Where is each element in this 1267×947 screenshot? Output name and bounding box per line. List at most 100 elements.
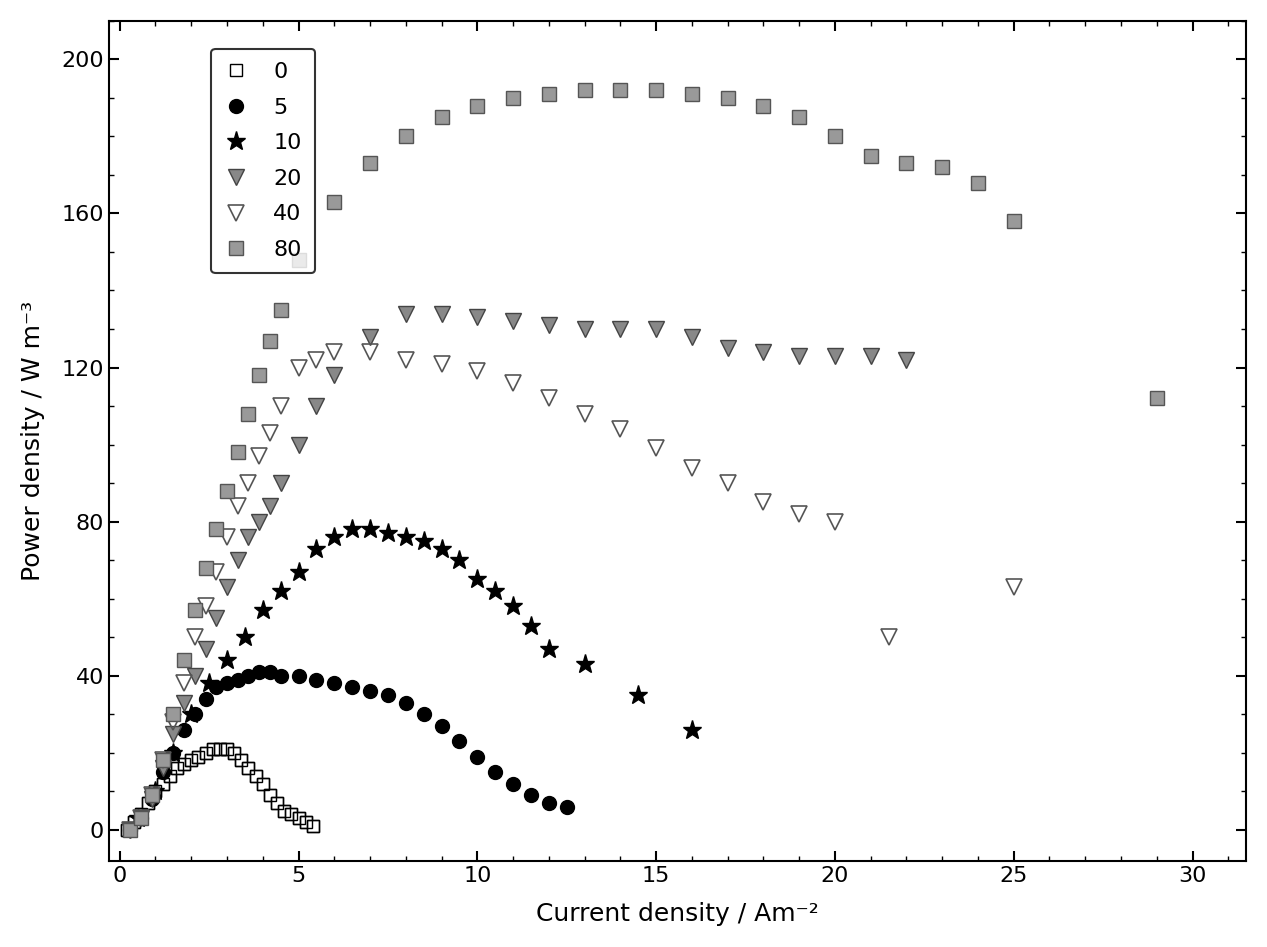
40 xyxy=(166,716,181,727)
80 xyxy=(649,84,664,96)
80 xyxy=(613,84,628,96)
10 xyxy=(470,574,485,585)
20 xyxy=(188,670,203,682)
5 xyxy=(523,790,538,801)
20 xyxy=(792,350,807,362)
20 xyxy=(231,555,246,566)
Line: 20: 20 xyxy=(123,306,914,837)
20 xyxy=(898,354,914,366)
10 xyxy=(327,531,342,543)
40 xyxy=(144,790,160,801)
80 xyxy=(327,196,342,207)
10 xyxy=(523,620,538,632)
20 xyxy=(613,323,628,334)
20 xyxy=(241,531,256,543)
10 xyxy=(201,678,217,689)
40 xyxy=(470,366,485,377)
20 xyxy=(176,697,191,708)
10 xyxy=(166,747,181,759)
5 xyxy=(435,720,450,731)
80 xyxy=(827,131,843,142)
80 xyxy=(684,88,699,99)
0 xyxy=(162,770,177,781)
80 xyxy=(756,99,772,111)
20 xyxy=(506,315,521,327)
80 xyxy=(470,99,485,111)
80 xyxy=(1149,393,1164,404)
10 xyxy=(398,531,413,543)
20 xyxy=(327,369,342,381)
0 xyxy=(170,762,185,774)
40 xyxy=(1006,581,1021,593)
0 xyxy=(119,824,134,835)
40 xyxy=(684,462,699,474)
80 xyxy=(166,708,181,720)
10 xyxy=(416,535,431,546)
10 xyxy=(345,524,360,535)
80 xyxy=(176,654,191,666)
40 xyxy=(398,354,413,366)
10 xyxy=(237,632,252,643)
X-axis label: Current density / Am⁻²: Current density / Am⁻² xyxy=(536,902,818,926)
0 xyxy=(176,759,191,770)
80 xyxy=(188,604,203,616)
0 xyxy=(191,751,207,762)
80 xyxy=(144,790,160,801)
5 xyxy=(398,697,413,708)
40 xyxy=(792,509,807,520)
20 xyxy=(166,728,181,740)
10 xyxy=(380,527,395,539)
0 xyxy=(233,755,248,766)
20 xyxy=(262,501,277,512)
40 xyxy=(241,477,256,489)
0 xyxy=(205,743,220,755)
5 xyxy=(262,666,277,677)
40 xyxy=(176,678,191,689)
40 xyxy=(209,566,224,578)
20 xyxy=(684,331,699,343)
40 xyxy=(291,362,307,373)
40 xyxy=(327,347,342,358)
5 xyxy=(488,766,503,777)
Line: 0: 0 xyxy=(122,743,318,835)
5 xyxy=(416,708,431,720)
10 xyxy=(488,585,503,597)
5 xyxy=(198,693,213,705)
40 xyxy=(272,401,288,412)
5 xyxy=(123,824,138,835)
Line: 80: 80 xyxy=(123,83,1163,837)
40 xyxy=(262,427,277,438)
80 xyxy=(898,158,914,170)
0 xyxy=(305,820,321,831)
10 xyxy=(291,566,307,578)
20 xyxy=(398,308,413,319)
40 xyxy=(133,813,148,824)
0 xyxy=(219,743,234,755)
Line: 40: 40 xyxy=(122,344,1022,838)
0 xyxy=(198,747,213,759)
20 xyxy=(435,308,450,319)
5 xyxy=(166,747,181,759)
20 xyxy=(155,762,170,774)
80 xyxy=(272,304,288,315)
20 xyxy=(649,323,664,334)
10 xyxy=(576,658,592,670)
20 xyxy=(756,347,772,358)
5 xyxy=(559,801,574,813)
80 xyxy=(133,813,148,824)
80 xyxy=(155,755,170,766)
5 xyxy=(155,766,170,777)
5 xyxy=(541,797,556,809)
80 xyxy=(576,84,592,96)
40 xyxy=(309,354,324,366)
5 xyxy=(309,674,324,686)
20 xyxy=(362,331,378,343)
0 xyxy=(155,777,170,789)
80 xyxy=(541,88,556,99)
20 xyxy=(720,343,735,354)
5 xyxy=(380,689,395,701)
80 xyxy=(362,158,378,170)
0 xyxy=(148,786,163,797)
80 xyxy=(219,485,234,496)
5 xyxy=(231,674,246,686)
